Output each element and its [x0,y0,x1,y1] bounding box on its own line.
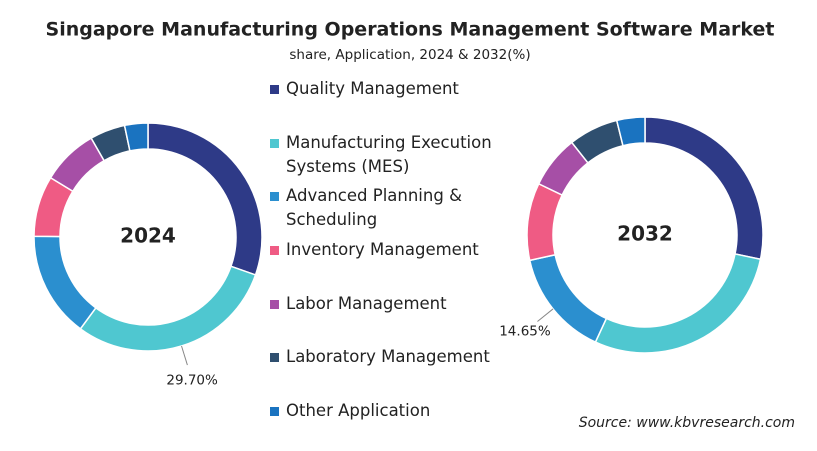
legend-item: Labor Management [270,292,500,316]
leader-line [537,308,554,322]
chart-subtitle: share, Application, 2024 & 2032(%) [289,47,530,63]
data-label: 29.70% [166,372,218,388]
donut-segment [33,235,97,330]
legend-label: Laboratory Management [286,347,490,366]
chart-title: Singapore Manufacturing Operations Manag… [46,19,775,41]
donut-segment [147,122,263,276]
legend-item: Laboratory Management [270,345,500,369]
legend-label: Inventory Management [286,240,479,259]
legend-swatch [270,407,279,416]
legend-swatch [270,85,279,94]
legend-swatch [270,300,279,309]
donut-segment [123,122,149,152]
legend-item: Inventory Management [270,238,500,262]
source: Source: www.kbvresearch.com [579,415,795,431]
legend-label: Manufacturing Execution Systems (MES) [286,133,492,176]
donut-center-label: 2024 [120,224,176,248]
legend-swatch [270,139,279,148]
legend-swatch [270,192,279,201]
donut-center-label: 2032 [617,222,673,246]
donut-segment [594,253,762,354]
legend-swatch [270,246,279,255]
donut-segment [526,182,564,262]
data-label: 14.65% [499,323,551,339]
legend-item: Advanced Planning & Scheduling [270,184,500,232]
donut-segment [79,265,257,352]
legend-label: Labor Management [286,294,447,313]
legend-label: Other Application [286,401,431,420]
legend-label: Advanced Planning & Scheduling [286,186,462,229]
legend-swatch [270,353,279,362]
legend-item: Other Application [270,399,500,423]
legend-item: Manufacturing Execution Systems (MES) [270,131,500,179]
legend-label: Quality Management [286,79,459,98]
donut-segment [615,116,646,147]
legend-item: Quality Management [270,77,500,101]
leader-line [181,345,188,366]
